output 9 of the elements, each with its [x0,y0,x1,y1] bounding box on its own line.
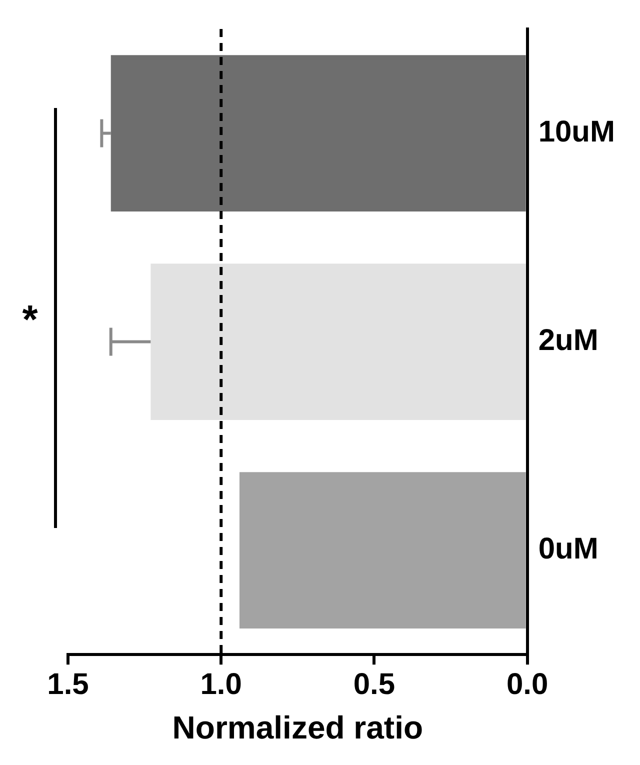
text: * [22,298,38,342]
x-tick-label: 0.5 [353,668,396,701]
x-tick-label: 1.0 [200,668,242,701]
y-tick-label: 0uM [538,532,598,566]
y-tick-label: 10uM [538,116,616,149]
x-tick-label: 0.0 [506,668,548,701]
x-axis-title: Normalized ratio [172,710,424,746]
x-tick-label: 1.5 [47,668,89,701]
y-tick-label: 2uM [538,324,598,358]
